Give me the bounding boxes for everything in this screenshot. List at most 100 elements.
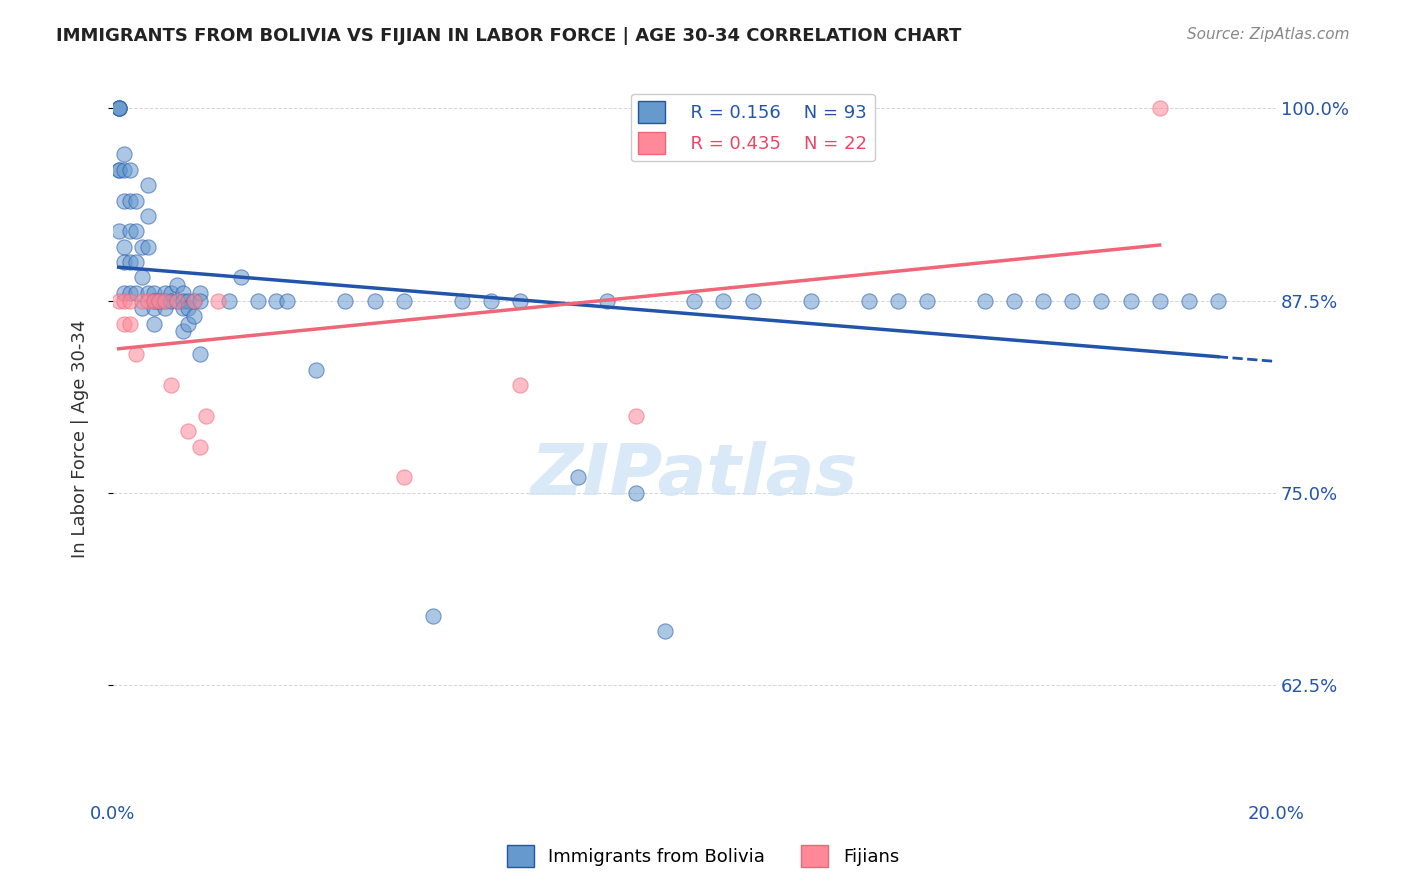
Point: [247, 293, 270, 308]
Text: Source: ZipAtlas.com: Source: ZipAtlas.com: [1187, 27, 1350, 42]
Point: [713, 293, 735, 308]
Legend:   R = 0.156    N = 93,   R = 0.435    N = 22: R = 0.156 N = 93, R = 0.435 N = 22: [630, 94, 875, 161]
Point: [172, 324, 194, 338]
Text: ZIPatlas: ZIPatlas: [530, 441, 858, 509]
Point: [229, 270, 252, 285]
Point: [114, 147, 136, 161]
Point: [177, 425, 200, 439]
Point: [1002, 293, 1025, 308]
Point: [125, 255, 148, 269]
Point: [276, 293, 298, 308]
Text: IMMIGRANTS FROM BOLIVIA VS FIJIAN IN LABOR FORCE | AGE 30-34 CORRELATION CHART: IMMIGRANTS FROM BOLIVIA VS FIJIAN IN LAB…: [56, 27, 962, 45]
Point: [142, 317, 165, 331]
Point: [136, 240, 159, 254]
Point: [1177, 293, 1199, 308]
Point: [1206, 293, 1229, 308]
Point: [120, 162, 142, 177]
Point: [136, 293, 159, 308]
Point: [114, 255, 136, 269]
Point: [183, 293, 205, 308]
Point: [160, 378, 183, 392]
Point: [107, 224, 129, 238]
Point: [626, 486, 648, 500]
Point: [166, 278, 188, 293]
Point: [148, 293, 170, 308]
Point: [120, 255, 142, 269]
Point: [509, 293, 531, 308]
Point: [107, 101, 129, 115]
Point: [142, 293, 165, 308]
Point: [858, 293, 880, 308]
Point: [131, 301, 153, 316]
Point: [120, 224, 142, 238]
Point: [125, 347, 148, 361]
Point: [125, 224, 148, 238]
Point: [654, 624, 676, 639]
Point: [194, 409, 217, 423]
Point: [177, 293, 200, 308]
Point: [887, 293, 910, 308]
Point: [1149, 293, 1171, 308]
Point: [142, 301, 165, 316]
Point: [166, 293, 188, 308]
Point: [800, 293, 823, 308]
Point: [1062, 293, 1084, 308]
Point: [153, 285, 176, 300]
Point: [153, 293, 176, 308]
Point: [136, 178, 159, 193]
Point: [177, 301, 200, 316]
Point: [596, 293, 619, 308]
Point: [107, 101, 129, 115]
Point: [974, 293, 997, 308]
Point: [142, 293, 165, 308]
Point: [335, 293, 357, 308]
Point: [218, 293, 240, 308]
Point: [567, 470, 589, 484]
Point: [392, 470, 415, 484]
Point: [120, 194, 142, 208]
Y-axis label: In Labor Force | Age 30-34: In Labor Force | Age 30-34: [72, 320, 89, 558]
Point: [131, 270, 153, 285]
Point: [114, 285, 136, 300]
Point: [392, 293, 415, 308]
Point: [120, 293, 142, 308]
Point: [107, 101, 129, 115]
Point: [120, 317, 142, 331]
Point: [160, 285, 183, 300]
Point: [264, 293, 287, 308]
Point: [136, 285, 159, 300]
Point: [188, 347, 211, 361]
Point: [125, 285, 148, 300]
Point: [107, 293, 129, 308]
Point: [1149, 101, 1171, 115]
Point: [160, 293, 183, 308]
Point: [114, 194, 136, 208]
Point: [683, 293, 706, 308]
Point: [450, 293, 472, 308]
Point: [207, 293, 229, 308]
Point: [509, 378, 531, 392]
Point: [915, 293, 938, 308]
Point: [741, 293, 763, 308]
Point: [479, 293, 502, 308]
Point: [142, 285, 165, 300]
Point: [1032, 293, 1054, 308]
Point: [153, 293, 176, 308]
Point: [188, 440, 211, 454]
Point: [107, 162, 129, 177]
Point: [1090, 293, 1112, 308]
Point: [136, 209, 159, 223]
Point: [120, 285, 142, 300]
Point: [114, 240, 136, 254]
Point: [107, 162, 129, 177]
Point: [183, 293, 205, 308]
Point: [148, 293, 170, 308]
Point: [183, 309, 205, 323]
Point: [114, 317, 136, 331]
Point: [114, 293, 136, 308]
Point: [166, 293, 188, 308]
Point: [422, 609, 444, 624]
Point: [125, 194, 148, 208]
Point: [107, 101, 129, 115]
Point: [114, 162, 136, 177]
